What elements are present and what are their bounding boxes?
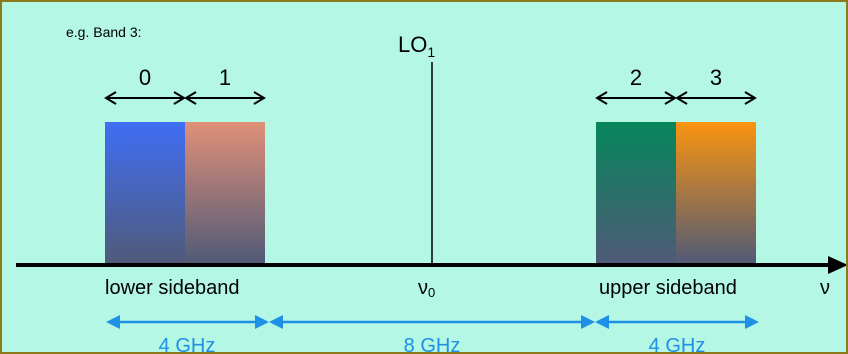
- frequency-span-arrows: [106, 315, 759, 329]
- sub-band-0: [105, 122, 185, 264]
- sub-band-number-1: 1: [219, 65, 231, 90]
- sub-band-2: [596, 122, 676, 264]
- lower-sideband-label: lower sideband: [105, 277, 240, 299]
- frequency-axis-label: ν: [820, 277, 830, 299]
- example-label: e.g. Band 3:: [66, 24, 142, 40]
- center-frequency-subscript: 0: [428, 285, 435, 300]
- frequency-axis-arrowhead: [828, 256, 846, 274]
- lo-label-text: LO: [398, 32, 427, 57]
- upper-sideband-label: upper sideband: [599, 277, 737, 299]
- sub-band-number-2: 2: [630, 65, 642, 90]
- lo-subscript: 1: [427, 44, 435, 60]
- sub-band-arrows: [104, 91, 757, 105]
- separation-label: 8 GHz: [404, 335, 461, 354]
- sub-band-1: [185, 122, 265, 264]
- sub-band-number-0: 0: [139, 65, 151, 90]
- center-frequency-text: ν: [418, 277, 428, 299]
- center-frequency-label: ν0: [418, 277, 435, 300]
- lo-label: LO1: [398, 32, 435, 60]
- lower-width-label: 4 GHz: [159, 335, 216, 354]
- upper-width-label: 4 GHz: [649, 335, 706, 354]
- sub-band-number-3: 3: [710, 65, 722, 90]
- sub-band-3: [676, 122, 756, 264]
